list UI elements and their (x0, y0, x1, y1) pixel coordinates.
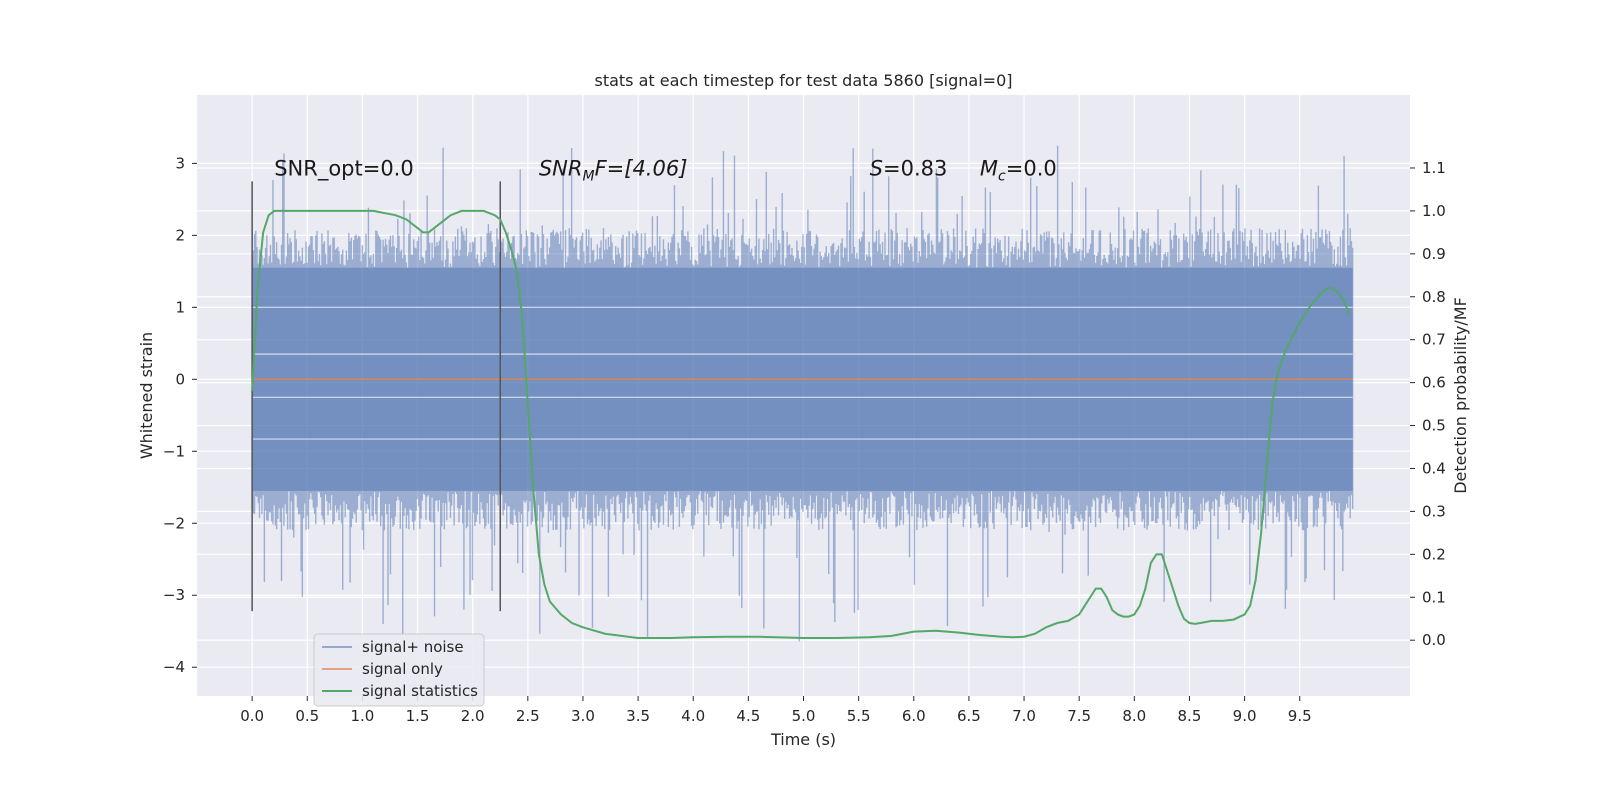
x-tick-label-11: 5.5 (847, 707, 871, 725)
annotation-snr-mf-sub: M (582, 169, 594, 185)
x-tick-label-19: 9.5 (1288, 707, 1312, 725)
x-axis-label: Time (s) (770, 730, 836, 749)
y-left-tick-label-3: 0 (175, 370, 185, 388)
annotation-snr-mf-name: SNR (539, 157, 583, 181)
x-tick-label-0: 0.0 (240, 707, 264, 725)
y-axis-left-ticks: 3 2 1 0 −1 −2 −3 −4 (163, 154, 197, 676)
statistics-line (251, 209, 1351, 640)
y-left-tick-label-4: −1 (163, 442, 185, 460)
annotation-s: S=0.83 (870, 157, 948, 181)
legend: signal+ noise signal only signal statist… (313, 633, 485, 707)
y-right-tick-label-3: 0.8 (1422, 288, 1446, 306)
legend-label-signal-statistics: signal statistics (362, 682, 478, 700)
annotation-snr-mf-rest: F=[4.06] (595, 157, 688, 181)
annotation-s-name: S (870, 157, 883, 181)
series-signal-statistics (251, 209, 1351, 640)
x-axis-ticks: 0.0 0.5 1.0 1.5 2.0 2.5 3.0 3.5 4.0 4.5 5.0 5.5 6.0 6… (240, 696, 1312, 725)
y-right-tick-label-2: 0.9 (1422, 245, 1446, 263)
y-axis-right-ticks: 1.1 1.0 0.9 0.8 0.7 0.6 0.5 0.4 0.3 0.2 0.1 0.0 (1410, 159, 1446, 649)
annotation-mc-sub: c (998, 169, 1006, 185)
y-left-tick-label-7: −4 (163, 658, 185, 676)
x-tick-label-18: 9.0 (1233, 707, 1257, 725)
x-tick-label-13: 6.5 (957, 707, 981, 725)
annotation-mc-name: M (980, 157, 998, 181)
annotation-snr-mf: SNRMF=[4.06] (539, 157, 688, 185)
y-left-tick-label-6: −3 (163, 586, 185, 604)
chart-title: stats at each timestep for test data 586… (594, 71, 1012, 90)
annotation-s-value: =0.83 (883, 157, 947, 181)
annotation-snr-opt: SNR_opt=0.0 (274, 157, 414, 182)
vertical-markers (251, 181, 501, 612)
y-right-tick-label-8: 0.3 (1422, 502, 1446, 520)
x-tick-label-1: 0.5 (295, 707, 319, 725)
x-tick-label-2: 1.0 (350, 707, 374, 725)
annotation-mc-value: =0.0 (1006, 157, 1057, 181)
y-right-tick-label-6: 0.5 (1422, 417, 1446, 435)
legend-box (313, 633, 485, 707)
y-left-tick-label-1: 2 (175, 226, 185, 244)
x-tick-label-17: 8.5 (1178, 707, 1202, 725)
y-left-tick-label-2: 1 (175, 298, 185, 316)
annotation-mc: Mc=0.0 (980, 157, 1057, 185)
x-tick-label-8: 4.0 (681, 707, 705, 725)
y-axis-right-label: Detection probability/MF (1451, 297, 1470, 494)
x-tick-label-7: 3.5 (626, 707, 650, 725)
y-right-tick-label-4: 0.7 (1422, 331, 1446, 349)
x-tick-label-5: 2.5 (516, 707, 540, 725)
y-right-tick-label-9: 0.2 (1422, 545, 1446, 563)
x-tick-label-9: 4.5 (736, 707, 760, 725)
x-tick-label-4: 2.0 (461, 707, 485, 725)
x-tick-label-12: 6.0 (902, 707, 926, 725)
y-right-tick-label-0: 1.1 (1422, 159, 1446, 177)
y-right-tick-label-5: 0.6 (1422, 374, 1446, 392)
y-left-tick-label-0: 3 (175, 154, 185, 172)
y-right-tick-label-11: 0.0 (1422, 631, 1446, 649)
x-tick-label-6: 3.0 (571, 707, 595, 725)
y-right-tick-label-7: 0.4 (1422, 459, 1446, 477)
legend-label-signal-only: signal only (362, 660, 443, 678)
y-right-tick-label-1: 1.0 (1422, 202, 1446, 220)
x-tick-label-14: 7.0 (1012, 707, 1036, 725)
x-tick-label-10: 5.0 (792, 707, 816, 725)
legend-label-signal-plus-noise: signal+ noise (362, 638, 464, 656)
x-tick-label-16: 8.0 (1122, 707, 1146, 725)
x-tick-label-15: 7.5 (1067, 707, 1091, 725)
y-right-tick-label-10: 0.1 (1422, 588, 1446, 606)
x-tick-label-3: 1.5 (406, 707, 430, 725)
y-left-tick-label-5: −2 (163, 514, 185, 532)
y-axis-left-label: Whitened strain (137, 332, 156, 459)
